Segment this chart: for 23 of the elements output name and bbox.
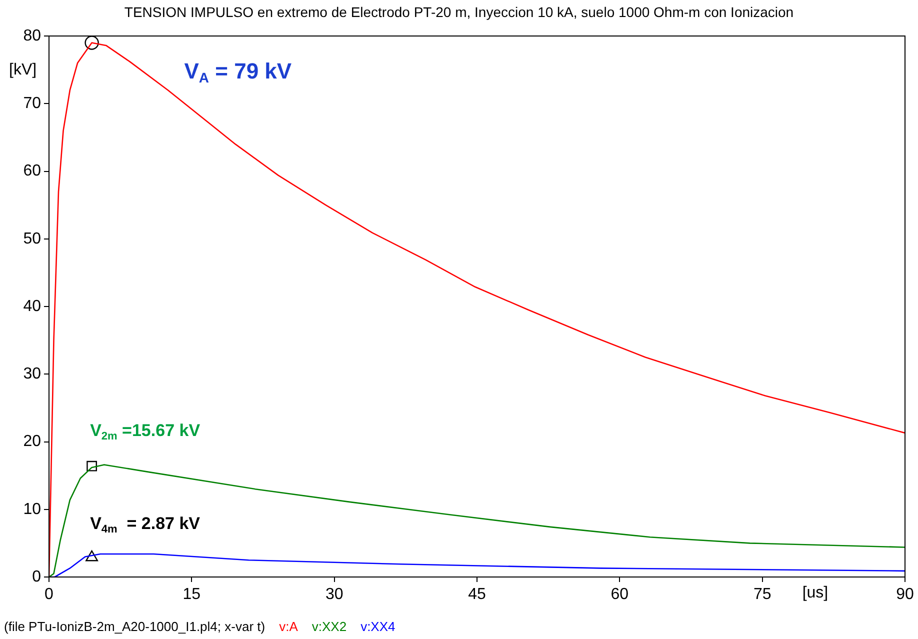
y-tick-label: 80 xyxy=(23,27,42,44)
x-tick-label: 45 xyxy=(468,586,486,604)
x-tick-label: 30 xyxy=(325,586,344,604)
x-axis-title: [us] xyxy=(802,584,828,602)
y-tick-label: 20 xyxy=(23,433,42,450)
y-tick-label: 0 xyxy=(32,568,42,586)
text: v:XX4 xyxy=(360,619,396,634)
y-tick-label: 30 xyxy=(23,366,42,383)
text: v:XX2 xyxy=(312,619,347,634)
x-tick-label: 0 xyxy=(44,586,54,604)
text: (file PTu-IonizB-2m_A20-1000_I1.pl4; x-var t) xyxy=(4,619,266,634)
y-tick-label: 70 xyxy=(23,95,42,112)
text: v:A xyxy=(279,619,298,634)
y-tick-label: 50 xyxy=(23,230,42,248)
x-tick-label: 60 xyxy=(610,586,629,604)
chart-title: TENSION IMPULSO en extremo de Electrodo PT-20 m, Inyeccion 10 kA, suelo 1000 Ohm-m con Ionizacion xyxy=(123,4,795,20)
x-tick-label: 90 xyxy=(896,586,914,604)
x-tick-label: 75 xyxy=(753,586,772,604)
y-tick-label: 10 xyxy=(23,500,42,518)
y-tick-label: 60 xyxy=(23,162,42,180)
y-axis-title: [kV] xyxy=(9,61,37,78)
x-tick-label: 15 xyxy=(182,586,201,604)
y-tick-label: 40 xyxy=(23,298,42,315)
